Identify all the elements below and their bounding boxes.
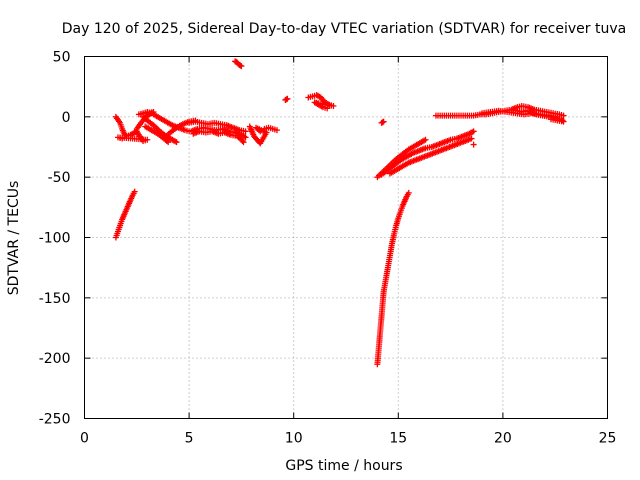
y-tick-label: -250 xyxy=(39,412,71,428)
data-point xyxy=(324,105,331,112)
y-tick-label: -200 xyxy=(39,351,71,367)
data-point xyxy=(422,136,429,143)
data-point xyxy=(131,188,138,195)
x-tick-label: 15 xyxy=(389,431,407,447)
series-arc-12 xyxy=(246,123,270,147)
data-point xyxy=(242,134,249,141)
data-point xyxy=(380,118,387,125)
data-point xyxy=(240,139,247,146)
chart-title: Day 120 of 2025, Sidereal Day-to-day VTE… xyxy=(62,21,626,37)
data-point xyxy=(242,128,249,135)
series-arc-24 xyxy=(478,107,561,120)
data-point xyxy=(165,139,172,146)
series-arc-15 xyxy=(305,92,337,112)
x-tick-label: 5 xyxy=(185,431,194,447)
series-arc-8 xyxy=(186,118,249,135)
data-points xyxy=(112,58,567,368)
data-point xyxy=(470,128,477,135)
x-tick-label: 0 xyxy=(80,431,89,447)
series-arc-16 xyxy=(378,118,387,126)
series-arc-20 xyxy=(386,135,475,177)
data-point xyxy=(273,127,280,134)
series-arc-10 xyxy=(190,128,247,146)
data-point xyxy=(405,189,412,196)
data-point xyxy=(554,113,561,120)
series-arc-17 xyxy=(374,189,412,368)
data-point xyxy=(560,112,567,119)
data-point xyxy=(284,95,291,102)
series-arc-13 xyxy=(261,124,280,134)
data-point xyxy=(119,135,126,142)
series-arc-14 xyxy=(282,95,291,103)
data-point xyxy=(468,135,475,142)
x-tick-label: 10 xyxy=(285,431,303,447)
y-tick-label: -150 xyxy=(39,291,71,307)
y-tick-label: -50 xyxy=(48,170,71,186)
series-arc-1 xyxy=(112,188,138,241)
y-axis-label: SDTVAR / TECUs xyxy=(6,181,22,296)
x-axis-label: GPS time / hours xyxy=(285,458,402,474)
series-arc-2 xyxy=(112,113,151,144)
data-point xyxy=(470,141,477,148)
x-tick-label: 20 xyxy=(494,431,512,447)
y-tick-label: -100 xyxy=(39,231,71,247)
series-arc-19 xyxy=(378,128,477,178)
series-arc-11 xyxy=(232,58,245,70)
y-tick-label: 0 xyxy=(62,110,71,126)
y-tick-label: 50 xyxy=(53,50,71,66)
axis-ticks: 0 5 10 15 20 25 -250 -200 -150 -100 -50 0 50 xyxy=(39,50,617,447)
data-point xyxy=(238,63,245,70)
grid-lines xyxy=(84,56,608,419)
x-tick-label: 25 xyxy=(599,431,617,447)
data-point xyxy=(173,139,180,146)
data-point xyxy=(257,128,264,135)
series-arc-21 xyxy=(470,141,477,148)
data-point xyxy=(239,137,246,144)
